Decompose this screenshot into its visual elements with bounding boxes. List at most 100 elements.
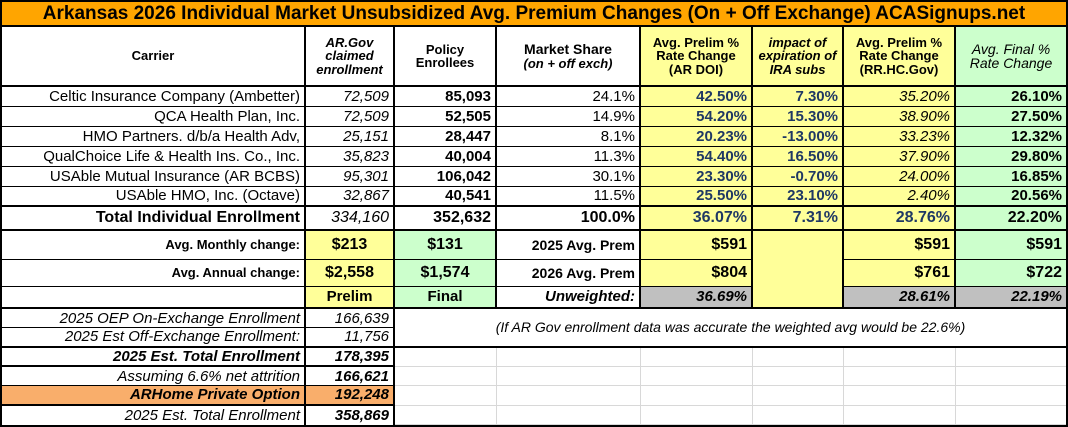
total-final: 22.20% — [956, 207, 1066, 231]
argov-enrollment: 95,301 — [306, 167, 395, 187]
empty-cell — [395, 405, 497, 425]
page-title: Arkansas 2026 Individual Market Unsubsid… — [2, 2, 1066, 27]
total-impact: 7.31% — [753, 207, 844, 231]
ira-impact: -0.70% — [753, 167, 844, 187]
market-share: 11.3% — [497, 147, 641, 167]
monthly-change-claimed: $213 — [306, 231, 395, 260]
final-column-tag: Final — [395, 287, 497, 309]
empty-cell — [395, 347, 497, 367]
empty-cell — [2, 287, 306, 309]
total-ardoi: 36.07% — [641, 207, 753, 231]
empty-cell — [753, 347, 844, 367]
unweighted-rrhc: 28.61% — [844, 287, 956, 309]
annual-change-claimed: $2,558 — [306, 260, 395, 287]
policy-enrollees: 40,004 — [395, 147, 497, 167]
total-share: 100.0% — [497, 207, 641, 231]
enrollment-row-value: 358,869 — [306, 405, 395, 425]
col-header-policy-enrollees: Policy Enrollees — [395, 27, 497, 87]
argov-enrollment: 25,151 — [306, 127, 395, 147]
ira-impact: -13.00% — [753, 127, 844, 147]
col-header-ira-impact: impact of expiration of IRA subs — [753, 27, 844, 87]
final-rate: 26.10% — [956, 87, 1066, 107]
empty-cell — [753, 366, 844, 387]
annual-change-label: Avg. Annual change: — [2, 260, 306, 287]
carrier-name: Celtic Insurance Company (Ambetter) — [2, 87, 306, 107]
col-header-rrhcgov: Avg. Prelim % Rate Change (RR.HC.Gov) — [844, 27, 956, 87]
rrhc-rate: 38.90% — [844, 107, 956, 127]
ira-impact: 15.30% — [753, 107, 844, 127]
total-policy: 352,632 — [395, 207, 497, 231]
enrollment-row-label: 2025 Est. Total Enrollment — [2, 405, 306, 425]
carrier-name: QCA Health Plan, Inc. — [2, 107, 306, 127]
carrier-name: HMO Partners. d/b/a Health Adv, — [2, 127, 306, 147]
argov-enrollment: 35,823 — [306, 147, 395, 167]
empty-cell — [844, 347, 956, 367]
empty-cell — [641, 405, 753, 425]
market-share-sublabel: (on + off exch) — [523, 55, 613, 71]
arhome-private-option-value: 192,248 — [306, 386, 395, 406]
empty-cell — [956, 406, 1066, 425]
prem-2025-ardoi: $591 — [641, 231, 753, 260]
policy-enrollees: 28,447 — [395, 127, 497, 147]
market-share: 8.1% — [497, 127, 641, 147]
unweighted-label: Unweighted: — [497, 287, 641, 309]
final-rate: 16.85% — [956, 167, 1066, 187]
rrhc-rate: 2.40% — [844, 187, 956, 207]
empty-cell — [395, 386, 497, 406]
market-share: 24.1% — [497, 87, 641, 107]
empty-cell — [641, 386, 753, 406]
prem-2026-final: $722 — [956, 260, 1066, 287]
unweighted-ardoi: 36.69% — [641, 287, 753, 309]
impact-merged-empty-cell — [753, 231, 844, 309]
enrollment-row-label: Assuming 6.6% net attrition — [2, 366, 306, 387]
unweighted-final: 22.19% — [956, 287, 1066, 309]
rrhc-rate: 35.20% — [844, 87, 956, 107]
carrier-name: USAble HMO, Inc. (Octave) — [2, 187, 306, 207]
empty-cell — [844, 386, 956, 406]
enrollment-row-value: 11,756 — [306, 328, 395, 348]
argov-enrollment: 32,867 — [306, 187, 395, 207]
empty-cell — [395, 366, 497, 387]
enrollment-row-label: 2025 OEP On-Exchange Enrollment — [2, 309, 306, 329]
enrollment-row-value: 166,621 — [306, 366, 395, 387]
accuracy-note: (If AR Gov enrollment data was accurate … — [395, 309, 1066, 348]
rrhc-rate: 33.23% — [844, 127, 956, 147]
col-header-argov-enrollment: AR.Gov claimed enrollment — [306, 27, 395, 87]
col-header-carrier: Carrier — [2, 27, 306, 87]
empty-cell — [641, 366, 753, 387]
annual-change-enrollee: $1,574 — [395, 260, 497, 287]
market-share: 11.5% — [497, 187, 641, 207]
enrollment-row-label: 2025 Est Off-Exchange Enrollment: — [2, 328, 306, 348]
argov-enrollment: 72,509 — [306, 87, 395, 107]
prem-2026-rrhc: $761 — [844, 260, 956, 287]
total-argov: 334,160 — [306, 207, 395, 231]
final-rate: 20.56% — [956, 187, 1066, 207]
monthly-change-enrollee: $131 — [395, 231, 497, 260]
prem-2025-rrhc: $591 — [844, 231, 956, 260]
empty-cell — [956, 386, 1066, 406]
final-rate: 27.50% — [956, 107, 1066, 127]
total-row-label: Total Individual Enrollment — [2, 207, 306, 231]
prem-2025-final: $591 — [956, 231, 1066, 260]
prem-2025-label: 2025 Avg. Prem — [497, 231, 641, 260]
prem-2026-ardoi: $804 — [641, 260, 753, 287]
enrollment-row-label: 2025 Est. Total Enrollment — [2, 347, 306, 367]
empty-cell — [844, 405, 956, 425]
col-header-ardoi: Avg. Prelim % Rate Change (AR DOI) — [641, 27, 753, 87]
market-share: 30.1% — [497, 167, 641, 187]
empty-cell — [497, 366, 641, 387]
rrhc-rate: 37.90% — [844, 147, 956, 167]
ira-impact: 7.30% — [753, 87, 844, 107]
empty-cell — [641, 347, 753, 367]
monthly-change-label: Avg. Monthly change: — [2, 231, 306, 260]
empty-cell — [956, 348, 1066, 367]
policy-enrollees: 85,093 — [395, 87, 497, 107]
ardoi-rate: 23.30% — [641, 167, 753, 187]
market-share-label: Market Share — [524, 41, 612, 58]
policy-enrollees: 106,042 — [395, 167, 497, 187]
final-rate: 29.80% — [956, 147, 1066, 167]
empty-cell — [956, 367, 1066, 387]
ira-impact: 16.50% — [753, 147, 844, 167]
col-header-final-rate: Avg. Final % Rate Change — [956, 27, 1066, 87]
